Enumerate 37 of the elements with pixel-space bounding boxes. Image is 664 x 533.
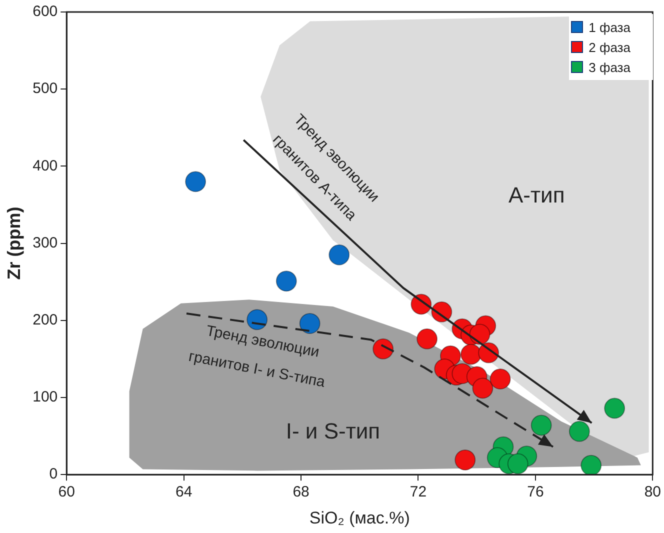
legend-label: 1 фаза — [588, 20, 630, 34]
point — [454, 449, 476, 470]
y-tick-label: 100 — [32, 388, 58, 406]
point — [604, 398, 626, 419]
legend-label: 2 фаза — [588, 40, 630, 54]
y-axis-title: Zr (ppm) — [4, 206, 24, 280]
point — [580, 454, 602, 475]
y-tick-label: 300 — [32, 234, 58, 252]
x-tick-label: 60 — [58, 484, 75, 501]
point — [472, 378, 494, 399]
y-tick-label: 400 — [32, 157, 58, 174]
x-tick-label: 76 — [527, 484, 544, 501]
legend-label: 3 фаза — [588, 60, 630, 74]
annotation: I- и S-тип — [286, 418, 380, 444]
point — [276, 270, 297, 292]
point — [507, 453, 528, 474]
point — [460, 344, 482, 365]
x-tick-label: 64 — [175, 484, 192, 501]
point — [530, 414, 552, 436]
x-tick-label: 68 — [292, 484, 310, 501]
point — [416, 328, 438, 350]
y-tick-label: 500 — [32, 80, 58, 98]
point — [328, 244, 350, 266]
point — [490, 368, 511, 390]
y-tick-label: 200 — [32, 312, 58, 329]
x-axis-title: SiO₂ (мас.%) — [309, 508, 410, 528]
y-tick-label: 600 — [32, 3, 58, 20]
x-tick-label: 80 — [644, 484, 661, 501]
point — [246, 309, 268, 330]
point — [299, 312, 320, 334]
point — [469, 324, 490, 345]
point — [185, 171, 206, 192]
point — [372, 338, 394, 360]
x-tick-label: 72 — [410, 484, 427, 501]
point — [568, 420, 590, 442]
y-tick-label: 0 — [49, 466, 58, 483]
annotation: А-тип — [508, 182, 565, 208]
